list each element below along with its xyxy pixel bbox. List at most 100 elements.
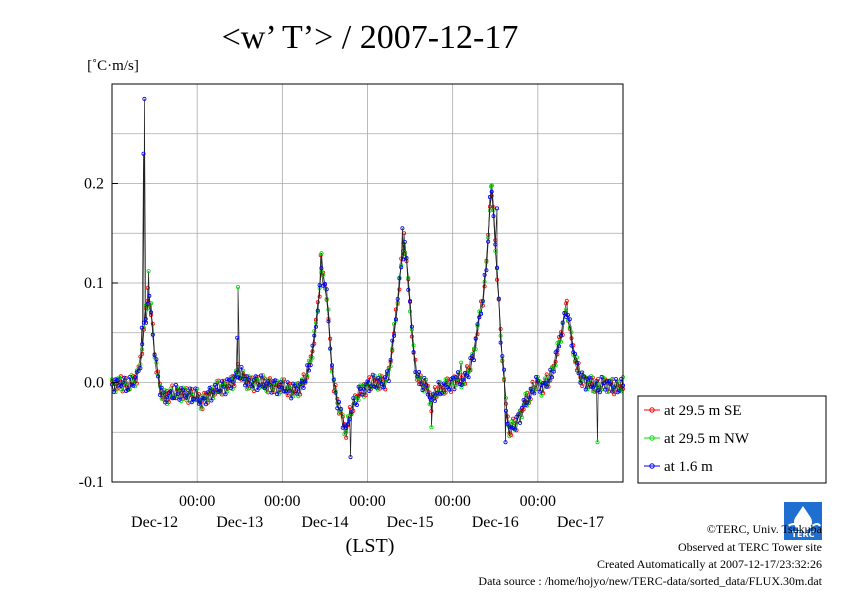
data-point	[608, 382, 613, 387]
data-point	[189, 400, 194, 405]
data-point	[367, 388, 372, 393]
data-point	[452, 387, 457, 392]
data-point	[196, 392, 201, 397]
data-point	[582, 374, 587, 379]
data-point	[138, 366, 143, 371]
footer-copyright: ©TERC, Univ. Tsukuba	[706, 522, 822, 536]
data-point	[464, 364, 469, 369]
data-point	[200, 395, 205, 400]
data-point	[408, 299, 413, 304]
data-point	[503, 440, 508, 445]
data-point	[605, 379, 610, 384]
data-point	[432, 385, 437, 390]
data-point	[409, 324, 414, 329]
data-point	[301, 385, 306, 390]
data-point	[170, 396, 175, 401]
data-point	[318, 253, 323, 258]
data-point	[548, 367, 553, 372]
data-point	[415, 374, 420, 379]
x-tick-date: Dec-16	[472, 514, 519, 531]
data-point	[487, 208, 492, 213]
data-point	[425, 392, 430, 397]
data-point	[126, 387, 131, 392]
data-point	[454, 383, 459, 388]
data-point	[557, 344, 562, 349]
data-point	[532, 391, 537, 396]
data-point	[612, 385, 617, 390]
data-point	[594, 379, 599, 384]
data-point	[154, 357, 159, 362]
data-point	[140, 347, 145, 352]
legend-swatch-marker	[649, 435, 655, 441]
data-point	[592, 383, 597, 388]
data-point	[418, 375, 423, 380]
data-point	[147, 293, 152, 298]
data-point	[184, 398, 189, 403]
data-point	[486, 239, 491, 244]
data-point	[399, 265, 404, 270]
data-point	[221, 384, 226, 389]
data-point	[219, 379, 224, 384]
data-point	[113, 377, 118, 382]
x-tick-date: Dec-17	[557, 514, 604, 531]
data-point	[282, 389, 287, 394]
data-point	[550, 375, 555, 380]
data-point	[161, 397, 166, 402]
data-point	[534, 374, 539, 379]
data-point	[148, 301, 153, 306]
data-point	[150, 332, 155, 337]
data-point	[397, 287, 402, 292]
data-point	[523, 391, 528, 396]
data-point	[188, 386, 193, 391]
data-point	[539, 393, 544, 398]
data-point	[294, 391, 299, 396]
data-point	[558, 339, 563, 344]
data-point	[262, 386, 267, 391]
data-point	[392, 333, 397, 338]
y-tick-label: -0.1	[79, 474, 104, 491]
data-point	[142, 96, 147, 101]
data-point	[159, 385, 164, 390]
data-point	[315, 308, 320, 313]
data-point	[590, 389, 595, 394]
data-point	[306, 358, 311, 363]
data-point	[408, 309, 413, 314]
data-point	[276, 384, 281, 389]
data-point	[124, 380, 129, 385]
data-point	[292, 383, 297, 388]
data-point	[521, 397, 526, 402]
data-point	[424, 382, 429, 387]
legend: at 29.5 m SE at 29.5 m NW at 1.6 m	[637, 395, 827, 484]
data-point	[337, 399, 342, 404]
data-point	[310, 343, 315, 348]
data-point	[209, 398, 214, 403]
data-point	[250, 384, 255, 389]
data-point	[393, 317, 398, 322]
data-point	[528, 386, 533, 391]
data-point	[416, 369, 421, 374]
data-point	[564, 307, 569, 312]
data-point	[358, 386, 363, 391]
data-point	[617, 388, 622, 393]
data-point	[562, 311, 567, 316]
data-point	[395, 296, 400, 301]
data-point	[273, 378, 278, 383]
data-point	[555, 348, 560, 353]
data-point	[381, 385, 386, 390]
data-point	[287, 388, 292, 393]
data-point	[466, 375, 471, 380]
data-point	[461, 377, 466, 382]
data-point	[239, 364, 244, 369]
data-point	[301, 372, 306, 377]
data-point	[578, 380, 583, 385]
data-point	[115, 378, 120, 383]
data-point	[519, 415, 524, 420]
data-point	[207, 385, 212, 390]
data-point	[580, 383, 585, 388]
data-point	[161, 390, 166, 395]
data-point	[163, 400, 168, 405]
data-point	[447, 387, 452, 392]
data-point	[287, 384, 292, 389]
data-point	[558, 333, 563, 338]
data-point	[475, 332, 480, 337]
